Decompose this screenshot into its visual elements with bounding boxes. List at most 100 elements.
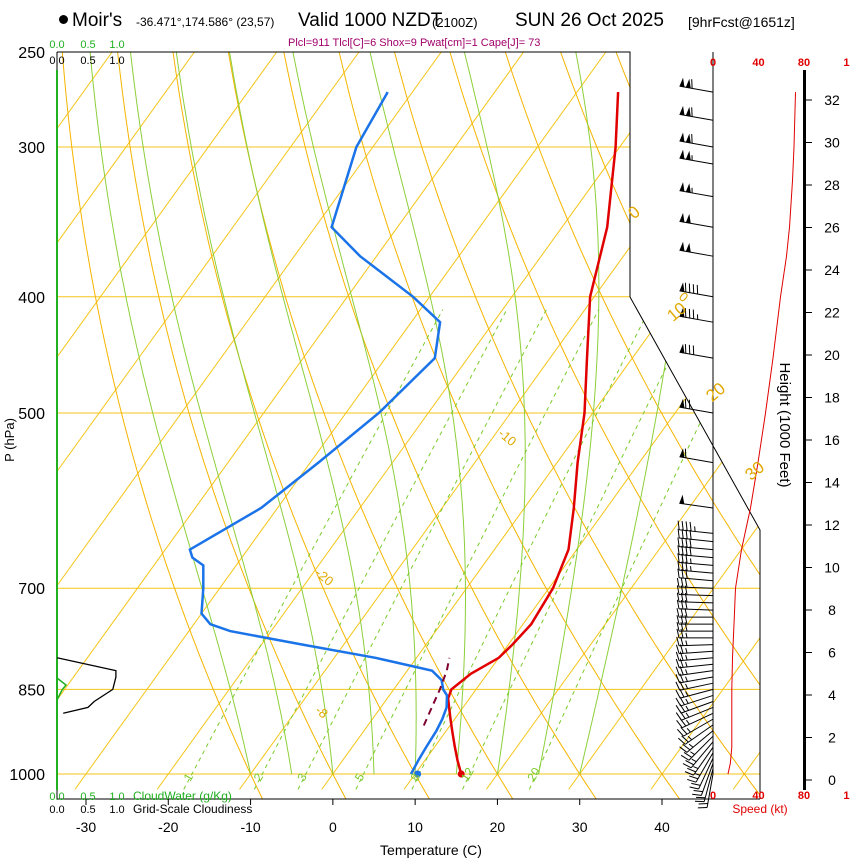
barb-half-flag [685,647,688,654]
cloudiness-top-tick: 0.5 [80,55,95,67]
barb-staff [695,752,714,783]
wind-barb [679,212,714,228]
x-axis-label: Temperature (C) [380,842,482,858]
cloudwater-top-tick: 1.0 [109,39,124,51]
barb-flag [684,621,688,632]
barb-flag [684,771,694,776]
barb-flag [681,529,684,539]
barb-flag [676,615,680,625]
barb-staff [679,315,714,323]
barb-staff [679,220,714,228]
barb-flag [680,726,688,735]
barb-staff [679,351,714,359]
barb-flag [675,651,680,661]
pressure-tick-label: 250 [18,45,45,62]
barb-staff [679,85,714,93]
wind-barb [677,560,714,574]
wind-barb [689,757,714,790]
barb-flag [677,520,680,530]
valid-time: Valid 1000 NZDT [298,10,443,31]
wind-barb [679,494,714,509]
barb-flag [675,712,682,721]
barb-half-flag [685,676,688,682]
barb-flag [689,530,692,540]
barb-flag [689,521,692,532]
barb-flag [676,592,680,602]
temperature-trace [446,92,620,775]
cloudiness-bottom-tick: 0.0 [49,804,64,816]
height-tick-label: 30 [824,135,840,151]
barb-staff [684,724,714,745]
moist-adiabat-line [292,52,417,775]
barb-staff [703,768,714,802]
barb-half-flag [685,661,688,668]
barb-staff [679,650,714,655]
x-tick-label: -30 [76,819,96,835]
dry-adiabat-line [443,52,760,799]
isotherm-line [57,52,195,790]
barb-half-flag [685,698,689,704]
barb-pennant [685,150,691,161]
barb-half-flag [691,758,697,763]
barb-staff [679,456,714,464]
dry-adiabat-line [662,52,760,799]
height-tick-label: 10 [824,560,840,576]
cloudiness-bottom-tick: 1.0 [109,804,124,816]
dry-adiabat-line [498,52,760,799]
barb-flag [685,529,688,539]
wind-barb [677,520,714,534]
barb-staff [679,140,714,148]
isotherm-line [239,52,760,790]
height-tick-label: 28 [824,177,840,193]
adiabat-label: 30 [741,458,768,485]
barb-pennant [685,183,691,193]
cloudiness-trace [56,657,117,714]
barb-staff [679,529,714,534]
wind-barb [679,448,714,464]
speed-bottom-tick: 0 [710,790,716,802]
barb-half-flag [685,705,689,711]
mixing-ratio-label: 20 [524,765,543,784]
dry-adiabat-line [169,52,431,799]
barb-staff [681,712,714,729]
height-axis-label: Height (1000 Feet) [776,362,793,487]
barb-flag [681,537,684,548]
cloudwater-axis-label: CloudWater (g/Kg) [133,789,232,803]
barb-half-flag [685,640,688,646]
height-tick-label: 6 [828,645,836,661]
surface-dewpoint-point [414,770,422,778]
barb-flag [676,621,680,632]
barb-flag [680,628,684,638]
x-tick-label: 30 [572,819,588,835]
wind-barb [679,730,714,753]
wind-barb [679,307,714,323]
isotherm-line [321,52,760,790]
mixing-ratio-line [253,309,508,790]
pressure-tick-label: 400 [18,290,45,307]
barb-half-flag [687,735,693,741]
barb-pennant [679,241,685,252]
stability-indices: Plcl=911 Tlcl[C]=6 Shox=9 Pwat[cm]=1 Cap… [288,37,541,49]
wind-barb [679,241,714,257]
barb-staff [680,701,714,714]
wind-barb [679,105,714,121]
cloudiness-bottom-tick: 0.5 [80,804,95,816]
barb-staff [700,763,714,796]
speed-bottom-tick: 80 [798,790,810,802]
wind-barb [677,528,714,543]
barb-pennant [679,494,685,504]
barb-staff [679,593,714,597]
barb-staff [679,682,714,691]
y-axis-label: P (hPa) [2,418,17,462]
barb-flag [676,636,680,646]
barb-flag [677,545,680,555]
barb-flag [689,775,699,780]
moist-adiabat-line [130,52,293,775]
barb-pennant [679,343,685,354]
barb-staff [679,569,714,574]
barb-half-flag [685,712,690,718]
barb-flag [676,720,683,728]
background-lines [57,52,760,799]
speed-top-tick: 0 [710,57,716,69]
barb-flag [680,578,684,588]
